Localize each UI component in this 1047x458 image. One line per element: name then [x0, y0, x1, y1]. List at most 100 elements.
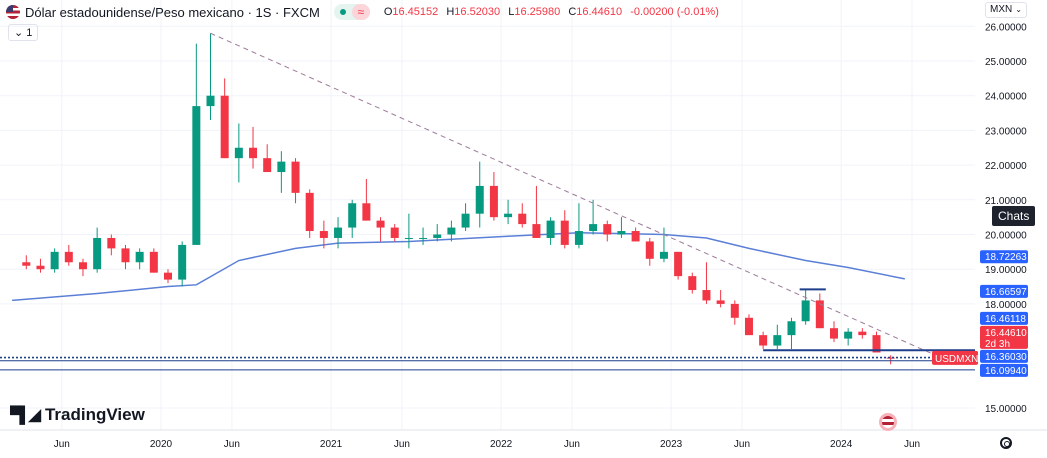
candle — [560, 210, 569, 249]
candle — [886, 355, 895, 365]
close-label: C — [568, 6, 577, 18]
candle — [574, 203, 583, 249]
tradingview-mark-icon: ▀▌◢ — [10, 407, 41, 424]
candle — [135, 248, 144, 270]
candle-body — [461, 213, 470, 228]
candle — [504, 199, 513, 225]
high-value: 16.52030 — [454, 6, 501, 18]
candle-body — [702, 290, 711, 301]
symbol-title[interactable]: Dólar estadounidense/Peso mexicano · 1S … — [25, 4, 320, 20]
y-tick-label: 20.00000 — [985, 231, 1027, 242]
candle — [617, 217, 626, 238]
candle — [872, 331, 881, 353]
candle-body — [178, 244, 187, 280]
candle — [716, 290, 725, 308]
price-axis-label-bg — [980, 284, 1028, 298]
candle — [603, 220, 612, 242]
price-axis-label: 18.72263 — [985, 252, 1027, 263]
candle-body — [164, 272, 172, 280]
candle-body — [50, 251, 59, 270]
candle-body — [574, 231, 583, 245]
x-tick-label: Jun — [224, 439, 240, 450]
candle-body — [220, 95, 229, 159]
x-tick-label: 2023 — [660, 439, 683, 450]
price-axis-label: 16.36030 — [985, 352, 1027, 363]
candle-body — [631, 231, 640, 242]
price-axis-label: 16.44610 — [985, 328, 1027, 339]
candle — [64, 244, 73, 266]
candle-body — [886, 357, 895, 359]
candle — [78, 258, 87, 277]
candle-body — [560, 220, 569, 245]
candle-body — [504, 213, 513, 218]
candle-body — [617, 231, 626, 235]
candle — [829, 321, 838, 343]
candle — [759, 331, 768, 350]
candle — [645, 237, 654, 266]
candle — [149, 248, 158, 273]
x-tick-label: 2021 — [320, 439, 343, 450]
candle — [348, 199, 357, 238]
candle — [277, 151, 286, 193]
symbol-tag-bg — [932, 350, 978, 365]
x-tick-label: 2020 — [150, 439, 173, 450]
price-axis-label: 16.66597 — [985, 287, 1027, 298]
price-axis-label: 16.46118 — [985, 314, 1026, 325]
candle-body — [36, 265, 45, 270]
candle — [249, 126, 258, 169]
candle — [433, 224, 442, 242]
candle — [674, 251, 683, 280]
status-indicators: ≈ — [333, 4, 370, 20]
candle — [688, 272, 697, 294]
x-tick-label: Jun — [394, 439, 410, 450]
candle — [164, 269, 172, 284]
x-tick-label: 2024 — [830, 439, 853, 450]
collapse-indicators-button[interactable]: ⌄ 1 — [8, 24, 39, 41]
candle — [532, 185, 541, 238]
candle — [801, 290, 810, 325]
approx-icon[interactable]: ≈ — [351, 4, 370, 20]
candle-body — [376, 220, 385, 228]
settings-gear-icon[interactable] — [1000, 437, 1012, 449]
candle-body — [603, 224, 612, 235]
candle — [773, 324, 782, 350]
candle-body — [759, 335, 768, 346]
candle — [702, 262, 711, 304]
us-flag-icon — [6, 5, 20, 19]
candle — [730, 300, 739, 325]
candle — [631, 227, 640, 242]
candle-body — [773, 335, 782, 346]
economic-event-icon[interactable] — [879, 413, 897, 431]
candle-body — [107, 237, 116, 249]
open-label: O — [383, 6, 393, 18]
symbol-tag: USDMXN — [935, 354, 978, 365]
x-tick-label: Jun — [564, 439, 580, 450]
symbol-legend: Dólar estadounidense/Peso mexicano · 1S … — [6, 4, 724, 20]
candle — [659, 227, 668, 263]
candle — [305, 189, 314, 238]
tradingview-logo[interactable]: ▀▌◢ TradingView — [10, 405, 145, 425]
candle — [844, 328, 853, 346]
candle-body — [291, 161, 300, 193]
price-axis-label: 16.09940 — [985, 366, 1027, 377]
currency-select[interactable]: MXN ⌄ — [985, 2, 1027, 18]
price-axis-label-bg — [980, 363, 1028, 377]
market-open-icon[interactable] — [334, 4, 352, 20]
candle-body — [589, 224, 598, 232]
y-tick-label: 18.00000 — [985, 300, 1027, 311]
x-tick-label: 2022 — [490, 439, 513, 450]
candle-body — [872, 335, 881, 353]
y-tick-label: 25.00000 — [985, 57, 1027, 68]
candle — [489, 172, 498, 221]
candle — [461, 203, 470, 232]
candle-body — [390, 227, 399, 238]
y-tick-label: 24.00000 — [985, 92, 1027, 103]
candle — [291, 158, 300, 204]
candle-body — [489, 185, 498, 218]
logo-text: TradingView — [44, 405, 145, 424]
candle — [50, 248, 59, 273]
candle-body — [518, 213, 527, 225]
candle-body — [78, 262, 87, 270]
candle-body — [801, 300, 810, 322]
